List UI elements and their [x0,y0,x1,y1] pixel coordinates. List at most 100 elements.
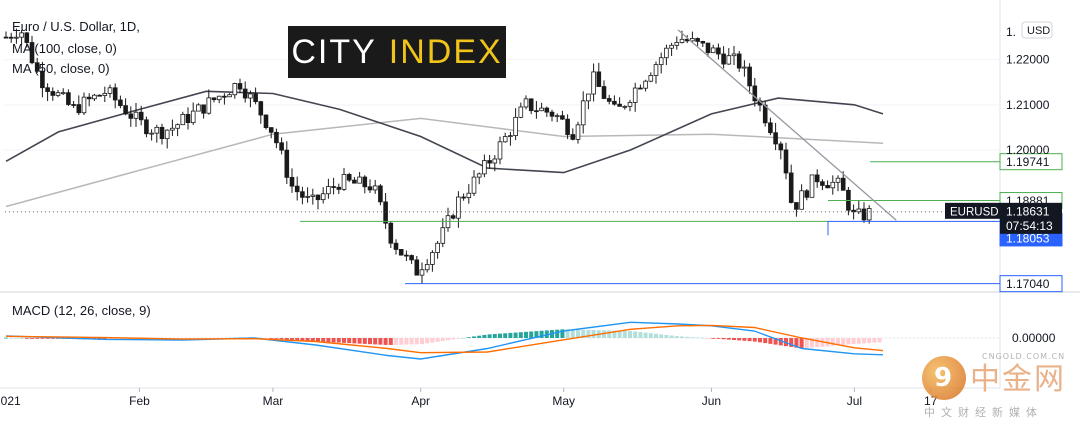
candle-body [315,194,321,201]
candle-body [721,53,726,65]
candle [596,62,602,87]
macd-histogram-bar [841,338,846,345]
time-axis: FebMarAprMayJunJul172021 [0,388,938,408]
candle [632,82,638,112]
macd-histogram-bar [799,338,804,349]
candle-body [294,185,300,193]
macd-histogram-bar [461,337,466,339]
candle-body [648,75,654,82]
macd-histogram-bar [300,338,305,341]
macd-histogram-bar [492,333,497,338]
macd-histogram-bar [638,332,643,338]
candle [539,102,544,112]
candle [196,103,201,112]
candle-body [523,98,529,108]
time-tick-label: Jul [847,394,862,408]
candle [8,32,14,43]
candle-body [50,91,56,96]
macd-histogram-bar [680,336,684,338]
macd-histogram-bar [45,338,50,339]
level-label-box [999,275,1063,293]
macd-histogram-bar [726,338,731,340]
candle-body [622,105,628,108]
candle-body [788,172,794,203]
candle [528,98,534,115]
current-price-text: 1.18631 [1006,204,1050,218]
candle-body [731,53,737,57]
candle [814,169,820,188]
macd-histogram-bar [362,338,367,344]
candle-body [320,193,326,201]
candle [513,108,518,141]
candle [190,102,196,125]
candle-body [669,44,674,49]
candle [502,132,508,143]
brand-word-1: CITY [291,32,377,71]
candle [643,79,648,92]
macd-histogram-bar [700,337,705,339]
macd-histogram-bar [560,329,565,338]
candle-body [24,32,30,43]
candle-body [404,254,409,257]
macd-histogram-bar [716,338,721,339]
macd-legend: MACD (12, 26, close, 9) [12,303,151,318]
candle [601,80,607,100]
candle [222,93,227,105]
candle [71,101,76,109]
macd-histogram-bar [409,338,414,345]
candle [352,176,357,184]
candle [29,35,35,65]
candle-body [102,92,108,96]
macd-histogram-bar [331,338,336,343]
candle [809,174,815,198]
candle [133,103,139,127]
macd-histogram-bar [763,338,768,344]
macd-histogram-bar [383,338,388,345]
candle-body [362,176,368,188]
candle [357,171,362,184]
candle [66,89,71,107]
candle-body [461,196,466,199]
candle-body [814,174,820,183]
candle [310,188,316,205]
trendline[interactable] [677,29,897,221]
candle [716,43,721,60]
macd-histogram-bar [617,330,622,338]
candle-body [274,131,279,144]
macd-histogram-bar [706,338,710,339]
candle-body [3,36,9,39]
macd-histogram-bar [612,330,617,338]
ma-50-line [5,90,884,174]
candle-body [554,115,560,118]
candle-body [71,104,76,106]
macd-histogram-bar [586,329,591,338]
candle-body [8,36,14,39]
macd-histogram-bar [690,337,695,338]
macd-histogram-bar [19,337,24,339]
candle-body [435,242,440,253]
macd-histogram-bar [695,337,700,339]
candle [825,180,830,189]
candle [50,87,56,101]
candle [508,131,513,146]
candle [731,46,737,65]
candle-body [398,249,404,256]
candle-body [456,196,461,219]
candle-body [175,124,180,129]
macd-histogram-bar [711,338,716,339]
candle [627,99,633,112]
candle [586,93,591,110]
watermark-url: CNGOLD.COM.CN [982,352,1066,361]
candle-body [55,92,61,96]
candle-body [534,110,539,113]
candle [726,48,732,65]
level-label: 1.18053 [999,229,1063,247]
macd-histogram-bar [388,338,393,345]
candle [674,36,680,50]
candle-body [430,252,435,265]
candle [81,92,87,116]
moving-averages [5,90,884,208]
horizontal-levels[interactable]: 1.197411.188811.184201.180531.17040EURUS… [5,153,1063,293]
candle-body [664,47,669,59]
